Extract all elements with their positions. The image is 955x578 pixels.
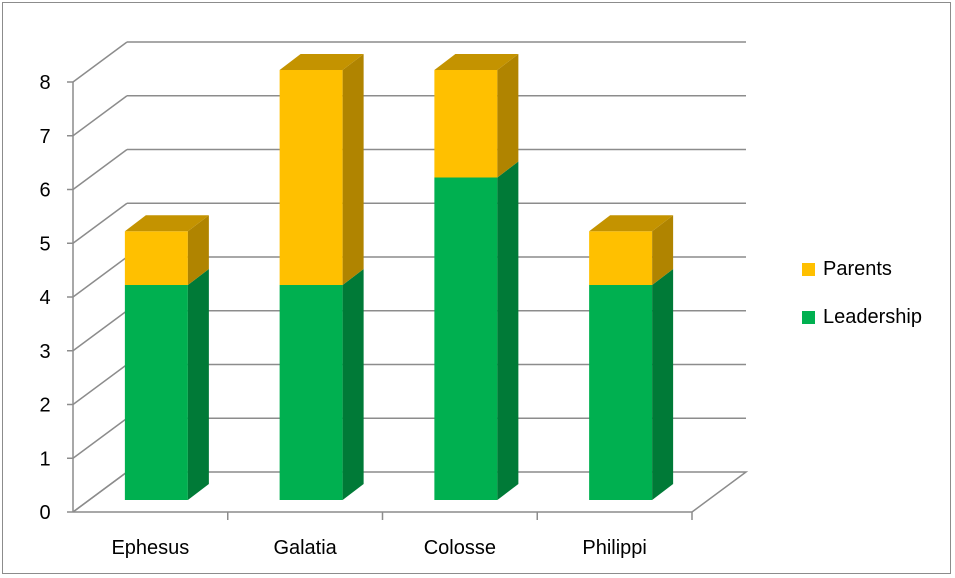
bar-top-parents	[279, 54, 364, 70]
bar-side-parents	[497, 54, 519, 178]
bar-segment-leadership	[589, 285, 653, 500]
bar-side-parents	[342, 54, 364, 285]
x-tick-label: Galatia	[273, 537, 337, 559]
x-tick-label: Colosse	[424, 537, 496, 559]
y-tick-label: 3	[39, 341, 50, 363]
bar-segment-leadership	[434, 177, 498, 500]
wall-diagonal	[72, 310, 128, 352]
wall-diagonal	[72, 417, 128, 459]
y-tick-label: 8	[39, 72, 50, 94]
bar-side-leadership	[342, 269, 364, 500]
y-tick-label: 6	[39, 180, 50, 202]
bar-segment-parents	[589, 231, 653, 285]
y-tick-label: 2	[39, 395, 50, 417]
wall-diagonal	[72, 256, 128, 298]
bar-side-leadership	[497, 161, 519, 500]
wall-diagonal	[72, 202, 128, 244]
bar-top-parents	[434, 54, 519, 70]
wall-diagonal	[72, 148, 128, 191]
bar-side-leadership	[652, 269, 674, 500]
bars	[124, 54, 674, 500]
wall-diagonal	[72, 95, 128, 137]
wall-diagonal	[72, 41, 128, 83]
y-tick-label: 4	[39, 287, 50, 309]
legend-swatch	[802, 311, 815, 324]
x-tick-label: Philippi	[582, 537, 646, 559]
x-tick-label: Ephesus	[111, 537, 189, 559]
bar-side-leadership	[187, 269, 209, 500]
bar-segment-parents	[434, 70, 498, 178]
bar-top-parents	[589, 215, 674, 232]
wall-diagonal	[72, 363, 128, 406]
bar-top-parents	[124, 215, 209, 232]
bar-segment-leadership	[124, 285, 188, 500]
y-tick-label: 1	[39, 448, 50, 470]
bar-segment-leadership	[279, 285, 343, 500]
bar-segment-parents	[279, 70, 343, 285]
legend-label: Leadership	[823, 306, 922, 328]
bar-side-parents	[187, 215, 209, 285]
legend: Parents Leadership	[802, 258, 922, 328]
y-tick-label: 7	[39, 126, 50, 148]
bar-side-parents	[652, 215, 674, 285]
y-tick-label: 5	[39, 233, 50, 255]
legend-swatch	[802, 263, 815, 276]
y-tick-label: 0	[39, 502, 50, 524]
bar-segment-parents	[124, 231, 188, 285]
legend-label: Parents	[823, 258, 892, 280]
